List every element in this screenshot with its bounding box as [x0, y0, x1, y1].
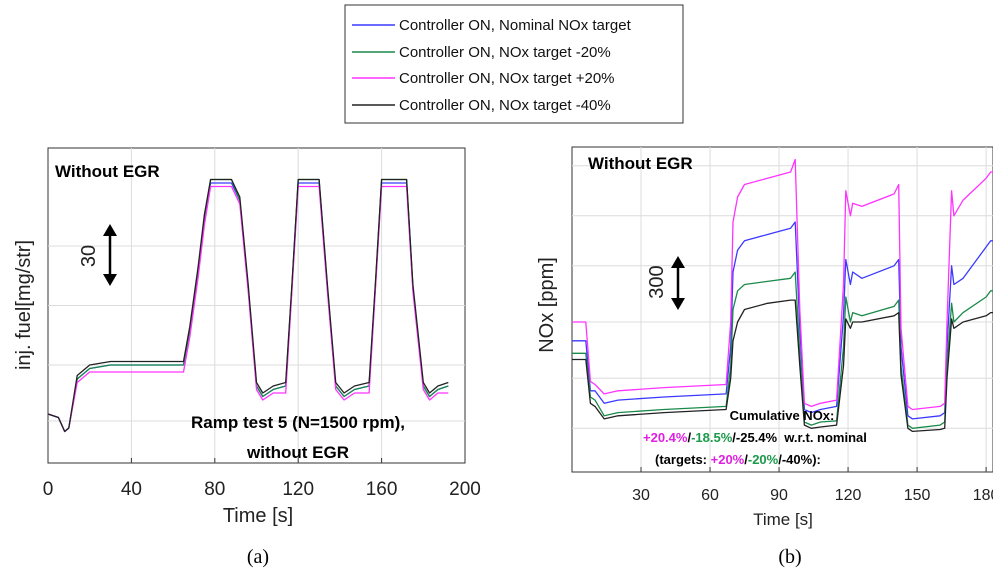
panel-a-xtick-label: 80: [204, 479, 225, 500]
panel-b-caption: (b): [778, 546, 801, 568]
panel-b-cum-title: Cumulative NOx:: [730, 408, 835, 423]
panel-a-xtick-label: 40: [121, 479, 142, 500]
panel-b-xtick-label: 60: [701, 487, 719, 504]
panel-b-targets-line: (targets: +20%/-20%/-40%):: [655, 452, 821, 467]
panel-b-tgt-plus: +20%: [711, 452, 745, 467]
panel-b-series: [572, 158, 993, 433]
panel-b-series-line: [572, 299, 993, 433]
legend-label-nominal: Controller ON, Nominal NOx target: [399, 17, 632, 34]
panel-a-xlabel: Time [s]: [223, 505, 293, 527]
legend-box: [344, 4, 684, 124]
panel-b-tgt-m20: -20%: [748, 452, 779, 467]
panel-b-scale-arrow: [671, 256, 685, 310]
panel-a-series-line: [47, 178, 449, 433]
panel-b-tgt-sep: /: [744, 452, 748, 467]
panel-b-xtick-label: 180: [973, 487, 993, 504]
panel-b-scale-label: 300: [646, 265, 668, 298]
legend-label-minus20: Controller ON, NOx target -20%: [399, 44, 611, 61]
panel-b-frame: [571, 146, 993, 473]
panel-b-cum-rest: /-25.4% w.r.t. nominal: [732, 430, 867, 445]
panel-b-cum-m20: -18.5%: [691, 430, 733, 445]
panel-a-xtick-label: 200: [449, 479, 481, 500]
panel-b-xlabel: Time [s]: [753, 510, 813, 529]
panel-b-xtick-label: 30: [632, 487, 650, 504]
legend: Controller ON, Nominal NOx target Contro…: [344, 4, 684, 124]
panel-a-caption: (a): [247, 546, 269, 568]
panel-b-series-line: [572, 158, 993, 411]
panel-b-xticks: 30 60 90 120 150 180: [632, 467, 993, 504]
panel-a: 0 40 80 120 160 200 Without EGR 30 Ramp test …: [13, 147, 481, 568]
panel-a-xtick-label: 0: [43, 479, 54, 500]
panel-b-xtick-label: 120: [835, 487, 862, 504]
panel-a-corner-label: Without EGR: [55, 162, 160, 181]
panel-a-xticks: 0 40 80 120 160 200: [43, 458, 481, 500]
panel-a-xtick-label: 160: [366, 479, 398, 500]
panel-a-xtick-label: 120: [282, 479, 314, 500]
panel-b-grid: [572, 147, 993, 472]
panel-b-tgt-open: (targets:: [655, 452, 711, 467]
panel-a-series: [47, 178, 449, 433]
panel-b-corner-label: Without EGR: [588, 154, 693, 173]
panel-b-cum-sep: /: [687, 430, 691, 445]
panel-a-test-line2: without EGR: [246, 443, 349, 462]
legend-label-plus20: Controller ON, NOx target +20%: [399, 70, 615, 87]
panel-b-cum-plus: +20.4%: [643, 430, 688, 445]
panel-a-test-line1: Ramp test 5 (N=1500 rpm),: [191, 413, 405, 432]
panel-b: 30 60 90 120 150 180 Without EGR 300 Cumulati…: [536, 146, 993, 568]
panel-a-series-line: [47, 185, 449, 433]
panel-b-xtick-label: 150: [904, 487, 931, 504]
panel-b-cum-line: +20.4%/-18.5%/-25.4% w.r.t. nominal: [643, 430, 867, 445]
panel-a-ylabel: inj. fuel[mg/str]: [13, 240, 35, 370]
panel-a-scale-arrow: [103, 224, 117, 286]
panel-b-ylabel: NOx [ppm]: [536, 257, 558, 353]
panel-b-xtick-label: 90: [770, 487, 788, 504]
panel-a-grid: [48, 148, 465, 463]
panel-b-tgt-rest: /-40%):: [778, 452, 821, 467]
panel-a-scale-label: 30: [78, 245, 100, 267]
legend-label-minus40: Controller ON, NOx target -40%: [399, 97, 611, 114]
